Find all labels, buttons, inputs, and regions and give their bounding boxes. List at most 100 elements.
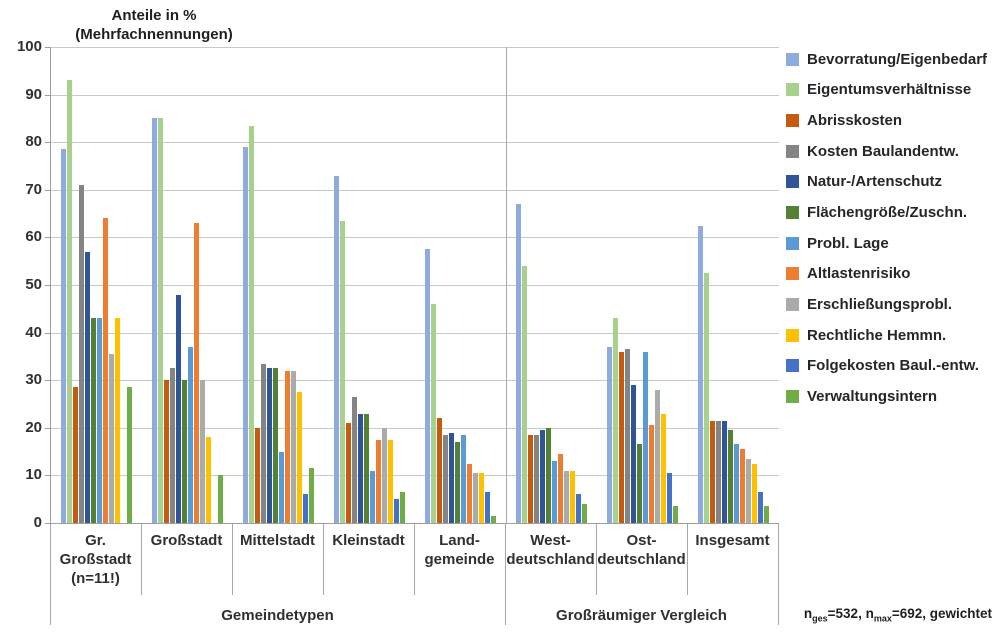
x-category-label: Insgesamt xyxy=(683,531,782,550)
bar xyxy=(619,351,624,523)
legend-label: Rechtliche Hemmn. xyxy=(807,326,947,344)
y-tick-label: 60 xyxy=(25,228,42,246)
bar xyxy=(582,503,587,523)
bar xyxy=(752,463,757,523)
axis-separator xyxy=(50,524,51,625)
bar-group xyxy=(597,47,688,523)
y-tick xyxy=(45,47,50,48)
bar xyxy=(637,444,642,523)
x-category-label-line: Mittelstadt xyxy=(240,532,315,549)
bar xyxy=(564,470,569,523)
bar xyxy=(758,492,763,523)
bar-group xyxy=(324,47,415,523)
y-tick xyxy=(45,142,50,144)
bar xyxy=(746,458,751,523)
legend-item: Bevorratung/Eigenbedarf xyxy=(786,50,987,68)
bar xyxy=(710,420,715,523)
legend-item: Eigentumsverhältnisse xyxy=(786,81,987,99)
legend-item: Flächengröße/Zuschn. xyxy=(786,203,987,221)
x-category-label-line: deutschland xyxy=(506,551,595,568)
legend-swatch-icon xyxy=(786,113,799,127)
x-category-label: West-deutschland xyxy=(501,531,600,569)
y-tick-label: 30 xyxy=(25,371,42,389)
bar xyxy=(625,349,630,523)
bar xyxy=(243,146,248,523)
bar xyxy=(194,223,199,523)
bar xyxy=(370,470,375,523)
axis-separator xyxy=(687,524,688,595)
bar xyxy=(528,434,533,523)
bar xyxy=(382,427,387,523)
x-category-label: Großstadt xyxy=(137,531,236,550)
bar xyxy=(431,304,436,523)
legend-label: Eigentumsverhältnisse xyxy=(807,81,972,99)
bar xyxy=(552,461,557,523)
bar xyxy=(388,439,393,523)
bar xyxy=(461,434,466,523)
bar xyxy=(443,434,448,523)
legend-swatch-icon xyxy=(786,52,799,66)
bar xyxy=(437,418,442,523)
bar xyxy=(467,463,472,523)
x-category-label-line: Land- xyxy=(439,532,480,549)
bar xyxy=(273,368,278,523)
chart-title-line1: Anteile in % xyxy=(111,7,197,24)
bar xyxy=(285,370,290,523)
x-group-label: Großräumiger Vergleich xyxy=(556,607,727,624)
legend-label: Probl. Lage xyxy=(807,234,889,252)
legend-swatch-icon xyxy=(786,236,799,250)
bar xyxy=(728,430,733,523)
x-category-label-line: West- xyxy=(530,532,571,549)
bar xyxy=(158,118,163,523)
bar xyxy=(267,368,272,523)
y-tick xyxy=(45,94,50,96)
legend-item: Abrisskosten xyxy=(786,111,987,129)
legend-swatch-icon xyxy=(786,83,799,97)
bar xyxy=(534,434,539,523)
legend-label: Verwaltungsintern xyxy=(807,388,938,406)
x-category-label-line: Gr. xyxy=(85,532,106,549)
bar xyxy=(394,499,399,523)
bar xyxy=(297,392,302,523)
y-tick xyxy=(45,523,50,524)
legend-label: Flächengröße/Zuschn. xyxy=(807,203,968,221)
bar xyxy=(309,468,314,523)
bar xyxy=(661,413,666,523)
bar-group xyxy=(51,47,142,523)
bar xyxy=(473,473,478,523)
x-category-label: Mittelstadt xyxy=(228,531,327,550)
legend-item: Verwaltungsintern xyxy=(786,388,987,406)
bar xyxy=(643,351,648,523)
bar xyxy=(279,451,284,523)
legend-swatch-icon xyxy=(786,328,799,342)
bar xyxy=(340,220,345,523)
y-tick xyxy=(45,475,50,477)
bar xyxy=(546,427,551,523)
bar xyxy=(540,430,545,523)
bar xyxy=(516,204,521,523)
x-category-label-line: Kleinstadt xyxy=(332,532,405,549)
y-tick-label: 20 xyxy=(25,418,42,436)
bar xyxy=(218,475,223,523)
y-tick xyxy=(45,285,50,286)
legend-item: Rechtliche Hemmn. xyxy=(786,326,987,344)
bar xyxy=(91,318,96,523)
axis-separator xyxy=(323,524,324,595)
axis-separator xyxy=(778,524,779,625)
y-tick-label: 40 xyxy=(25,323,42,341)
legend-swatch-icon xyxy=(786,359,799,373)
chart-title-line2: (Mehrfachnennungen) xyxy=(75,26,233,43)
bar xyxy=(109,354,114,523)
legend-label: Bevorratung/Eigenbedarf xyxy=(807,50,988,68)
bar xyxy=(667,473,672,523)
y-tick-label: 10 xyxy=(25,466,42,484)
axis-separator xyxy=(505,524,506,625)
legend-item: Folgekosten Baul.-entw. xyxy=(786,357,987,375)
y-tick-label: 0 xyxy=(33,514,42,531)
y-tick-label: 100 xyxy=(16,38,42,55)
bar xyxy=(722,420,727,523)
bar xyxy=(67,80,72,523)
legend-label: Abrisskosten xyxy=(807,111,903,129)
bar xyxy=(400,492,405,523)
legend-swatch-icon xyxy=(786,205,799,219)
